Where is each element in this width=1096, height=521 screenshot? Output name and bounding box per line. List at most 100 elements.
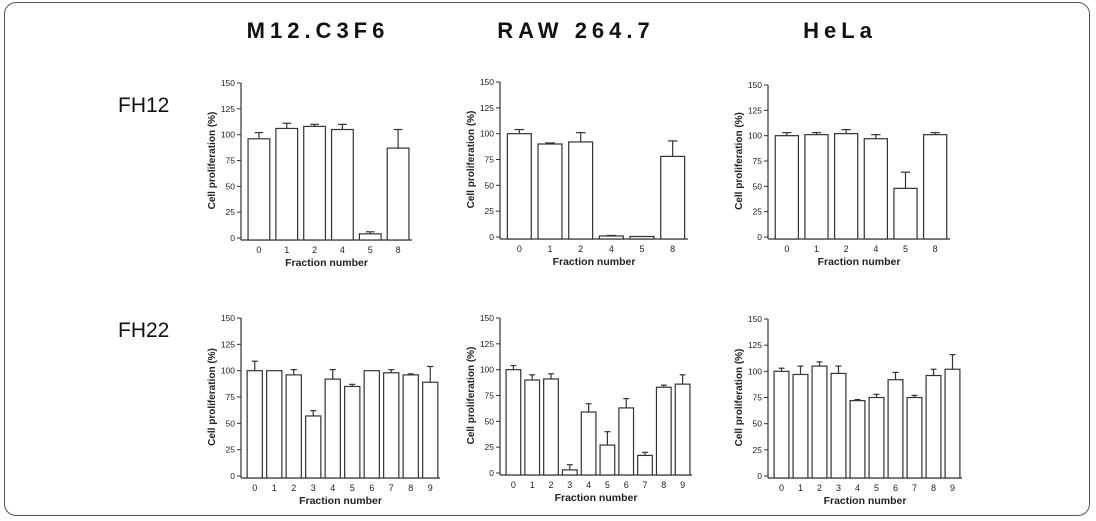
x-tick-label: 5	[605, 480, 610, 490]
y-tick-label: 150	[480, 313, 494, 323]
x-tick-label: 2	[578, 244, 583, 254]
x-tick-label: 8	[661, 480, 666, 490]
y-tick-label: 50	[753, 181, 763, 191]
bar	[330, 128, 354, 241]
bar	[275, 127, 299, 241]
x-tick-label: 4	[340, 245, 345, 255]
x-axis-title: Fraction number	[818, 256, 901, 268]
bar	[506, 133, 532, 240]
x-axis-title: Fraction number	[555, 492, 638, 504]
x-axis-title: Fraction number	[285, 257, 368, 269]
x-tick-label: 2	[844, 244, 849, 254]
bar	[386, 147, 410, 241]
y-tick-label: 75	[485, 155, 495, 165]
figure-frame	[4, 2, 1090, 516]
y-tick-label: 25	[485, 206, 495, 216]
bar	[893, 187, 918, 240]
y-tick-label: 75	[226, 392, 236, 402]
x-tick-label: 4	[330, 483, 335, 493]
y-tick-label: 0	[757, 232, 762, 242]
x-tick-label: 1	[798, 483, 803, 493]
y-tick-label: 150	[221, 313, 235, 323]
x-tick-label: 3	[567, 480, 572, 490]
y-tick-label: 125	[748, 105, 762, 115]
x-tick-label: 5	[639, 244, 644, 254]
x-tick-label: 6	[369, 483, 374, 493]
y-tick-label: 150	[221, 78, 235, 88]
x-tick-label: 5	[903, 244, 908, 254]
x-tick-label: 5	[368, 245, 373, 255]
x-tick-label: 0	[511, 480, 516, 490]
y-tick-label: 75	[753, 156, 763, 166]
y-tick-label: 25	[753, 445, 763, 455]
bar	[305, 415, 322, 479]
x-tick-label: 5	[874, 483, 879, 493]
bar	[266, 370, 283, 479]
y-tick-label: 125	[221, 104, 235, 114]
bar	[773, 370, 790, 479]
bar	[811, 365, 828, 479]
y-axis-title: Cell proliferation (%)	[207, 112, 218, 210]
x-tick-label: 7	[912, 483, 917, 493]
x-tick-label: 7	[642, 480, 647, 490]
x-tick-label: 7	[389, 483, 394, 493]
bar	[363, 370, 380, 479]
x-tick-label: 2	[548, 480, 553, 490]
bar	[637, 454, 653, 476]
bar	[849, 400, 866, 479]
y-tick-label: 150	[748, 314, 762, 324]
x-tick-label: 3	[311, 483, 316, 493]
y-tick-label: 50	[226, 418, 236, 428]
x-tick-label: 1	[272, 483, 277, 493]
y-tick-label: 125	[480, 103, 494, 113]
y-tick-label: 50	[485, 180, 495, 190]
y-tick-label: 50	[753, 419, 763, 429]
bar	[674, 383, 691, 476]
bar	[402, 374, 419, 479]
row-header-fh12: FH12	[118, 94, 170, 117]
y-tick-label: 150	[748, 80, 762, 90]
x-tick-label: 0	[252, 483, 257, 493]
y-tick-label: 100	[480, 129, 494, 139]
row-header-fh22: FH22	[118, 319, 170, 342]
y-tick-label: 0	[230, 471, 235, 481]
y-tick-label: 100	[748, 366, 762, 376]
x-tick-label: 8	[931, 483, 936, 493]
x-tick-label: 5	[350, 483, 355, 493]
y-tick-label: 125	[480, 339, 494, 349]
x-tick-label: 0	[779, 483, 784, 493]
x-tick-label: 2	[817, 483, 822, 493]
bar	[285, 374, 302, 479]
x-tick-label: 9	[680, 480, 685, 490]
bar	[629, 235, 655, 240]
bar	[906, 396, 923, 479]
y-tick-label: 50	[226, 181, 236, 191]
y-tick-label: 0	[489, 468, 494, 478]
bar	[833, 133, 859, 240]
bar	[599, 444, 616, 476]
x-tick-label: 1	[530, 480, 535, 490]
bar	[804, 134, 829, 240]
x-tick-label: 3	[836, 483, 841, 493]
bar	[868, 396, 885, 479]
x-tick-label: 4	[609, 244, 614, 254]
y-tick-label: 0	[230, 233, 235, 243]
bar	[358, 233, 382, 241]
bar	[568, 141, 594, 240]
y-tick-label: 50	[485, 416, 495, 426]
bar	[344, 385, 361, 479]
x-tick-label: 8	[408, 483, 413, 493]
bar	[925, 374, 942, 479]
bar	[655, 386, 672, 476]
x-tick-label: 6	[624, 480, 629, 490]
x-tick-label: 2	[291, 483, 296, 493]
x-tick-label: 4	[873, 244, 878, 254]
x-axis-title: Fraction number	[299, 495, 382, 507]
y-tick-label: 100	[221, 366, 235, 376]
y-tick-label: 125	[221, 339, 235, 349]
bar	[944, 368, 961, 479]
x-tick-label: 0	[784, 244, 789, 254]
x-tick-label: 2	[312, 245, 317, 255]
bar	[324, 378, 341, 479]
y-tick-label: 125	[748, 340, 762, 350]
